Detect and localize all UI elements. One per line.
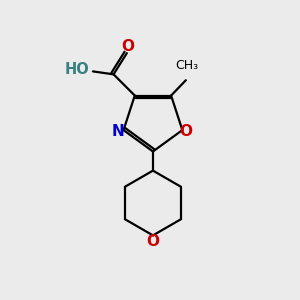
Text: CH₃: CH₃ [176, 59, 199, 72]
Text: O: O [146, 234, 159, 249]
Text: N: N [112, 124, 124, 139]
Text: O: O [180, 124, 193, 139]
Text: HO: HO [65, 61, 89, 76]
Text: O: O [121, 39, 134, 54]
